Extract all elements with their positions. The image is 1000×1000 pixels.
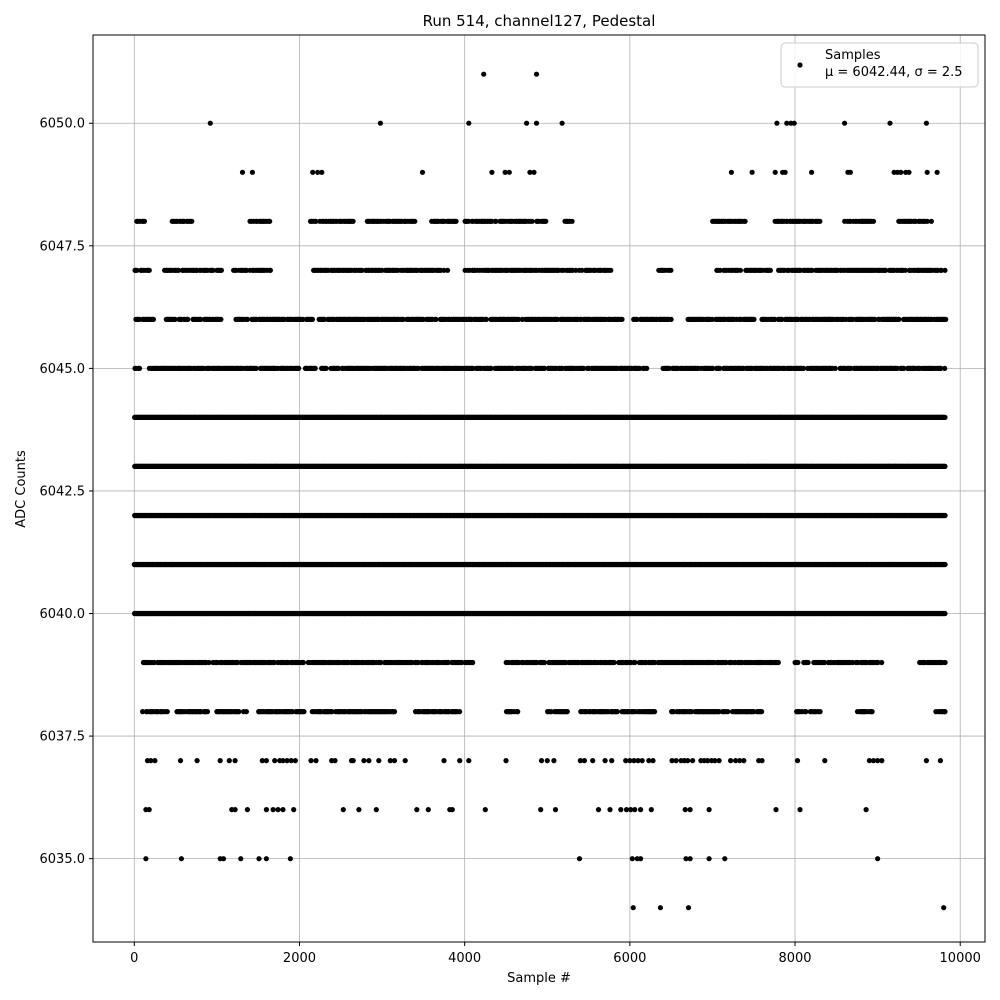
- data-point: [942, 512, 948, 519]
- data-point: [942, 561, 948, 568]
- data-point: [942, 610, 948, 617]
- data-points: [131, 71, 949, 911]
